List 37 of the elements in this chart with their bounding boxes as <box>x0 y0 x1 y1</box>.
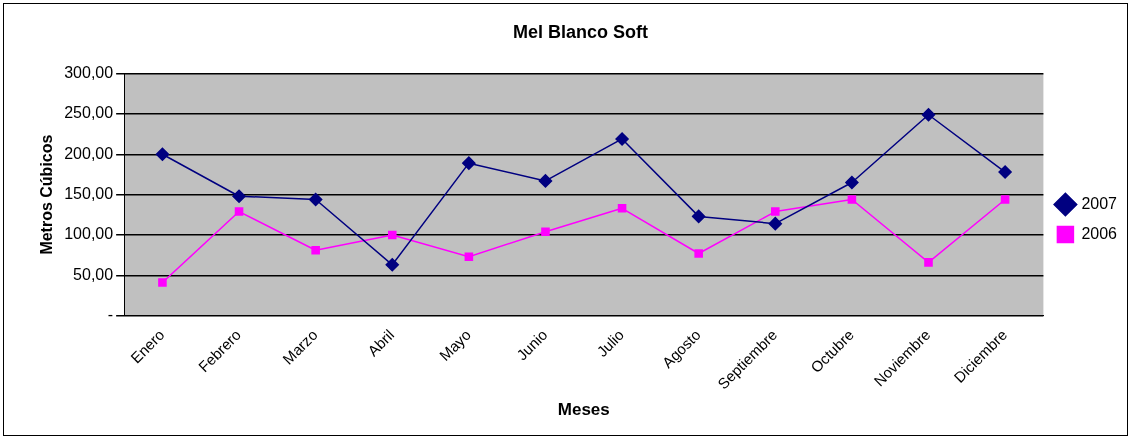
point <box>998 165 1012 179</box>
point <box>921 108 936 122</box>
y-tick-label: 100,00 <box>64 225 114 243</box>
y-tick-label: 200,00 <box>64 144 114 162</box>
point <box>541 227 550 237</box>
point <box>308 192 323 207</box>
point <box>924 258 933 267</box>
point <box>694 249 703 258</box>
y-axis-title: Metros Cúbicos <box>38 134 56 255</box>
point <box>155 147 170 162</box>
point <box>385 258 400 272</box>
point <box>232 189 246 203</box>
point <box>462 156 476 170</box>
point <box>387 230 397 240</box>
legend-label: 2006 <box>1081 224 1118 242</box>
y-tick-label: 300,00 <box>64 64 114 82</box>
y-tick-label: 150,00 <box>64 185 114 203</box>
point <box>311 246 320 255</box>
point <box>691 209 706 224</box>
y-tick-label: - <box>107 306 114 324</box>
y-tick-label: 250,00 <box>64 104 114 122</box>
point <box>158 278 167 287</box>
point <box>617 204 627 213</box>
point <box>615 132 629 146</box>
point <box>847 195 857 204</box>
x-tick-label: Julio <box>593 326 628 360</box>
point <box>234 207 244 216</box>
x-axis-title: Meses <box>557 400 610 420</box>
point <box>768 216 783 231</box>
chart-title: Mel Blanco Soft <box>512 21 649 42</box>
point <box>845 175 859 190</box>
legend-label: 2007 <box>1081 194 1118 212</box>
point <box>464 252 474 262</box>
point <box>538 174 553 188</box>
point <box>771 207 780 216</box>
y-tick-label: 50,00 <box>73 265 114 283</box>
point <box>1000 195 1010 204</box>
